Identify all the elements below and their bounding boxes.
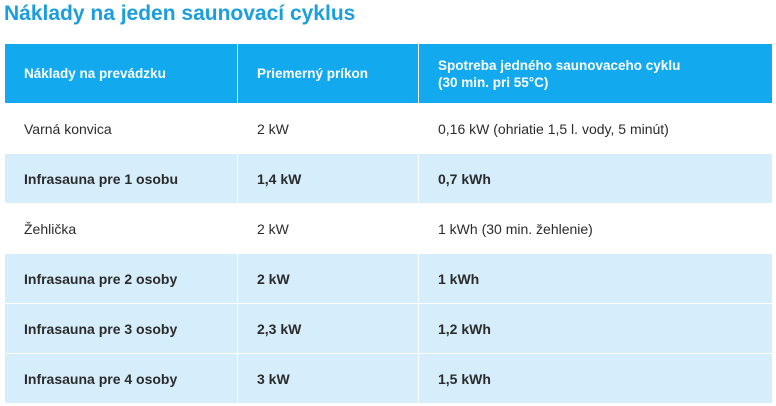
table-cell: Infrasauna pre 4 osoby [4,353,238,404]
table-cell: 2,3 kW [237,303,419,354]
header-cell: Priemerný príkon [237,43,419,104]
header-cell: Náklady na prevádzku [4,43,238,104]
table-cell: 2 kW [237,203,419,254]
table-cell: Varná konvica [4,103,238,154]
table-row: Žehlička 2 kW 1 kWh (30 min. žehlenie) [4,203,773,254]
table-row: Infrasauna pre 3 osoby 2,3 kW 1,2 kWh [4,303,773,354]
header-row: Náklady na prevádzku Priemerný príkon Spot… [4,43,773,104]
table-cell: 3 kW [237,353,419,404]
table-cell: 1,2 kWh [418,303,773,354]
cost-table: Náklady na prevádzku Priemerný príkon Spot… [4,43,773,404]
table-cell: 2 kW [237,253,419,304]
table-cell: 1,5 kWh [418,353,773,404]
table-cell: Infrasauna pre 2 osoby [4,253,238,304]
title: Náklady na jeden saunovací cyklus [4,2,356,25]
table-row: Varná konvica 2 kW 0,16 kW (ohriatie 1,5 l… [4,103,773,154]
table-row: Infrasauna pre 1 osobu 1,4 kW 0,7 kWh [4,153,773,204]
table-cell: 1,4 kW [237,153,419,204]
table-cell: Žehlička [4,203,238,254]
table-cell: 0,16 kW (ohriatie 1,5 l. vody, 5 minút) [418,103,773,154]
table-cell: 0,7 kWh [418,153,773,204]
table-row: Infrasauna pre 4 osoby 3 kW 1,5 kWh [4,353,773,404]
table-row: Infrasauna pre 2 osoby 2 kW 1 kWh [4,253,773,304]
header-cell: Spotreba jedného saunovaceho cyklu (30 m… [418,43,773,104]
table-cell: Infrasauna pre 1 osobu [4,153,238,204]
table-cell: 1 kWh (30 min. žehlenie) [418,203,773,254]
table-cell: 2 kW [237,103,419,154]
table-cell: 1 kWh [418,253,773,304]
table-cell: Infrasauna pre 3 osoby [4,303,238,354]
